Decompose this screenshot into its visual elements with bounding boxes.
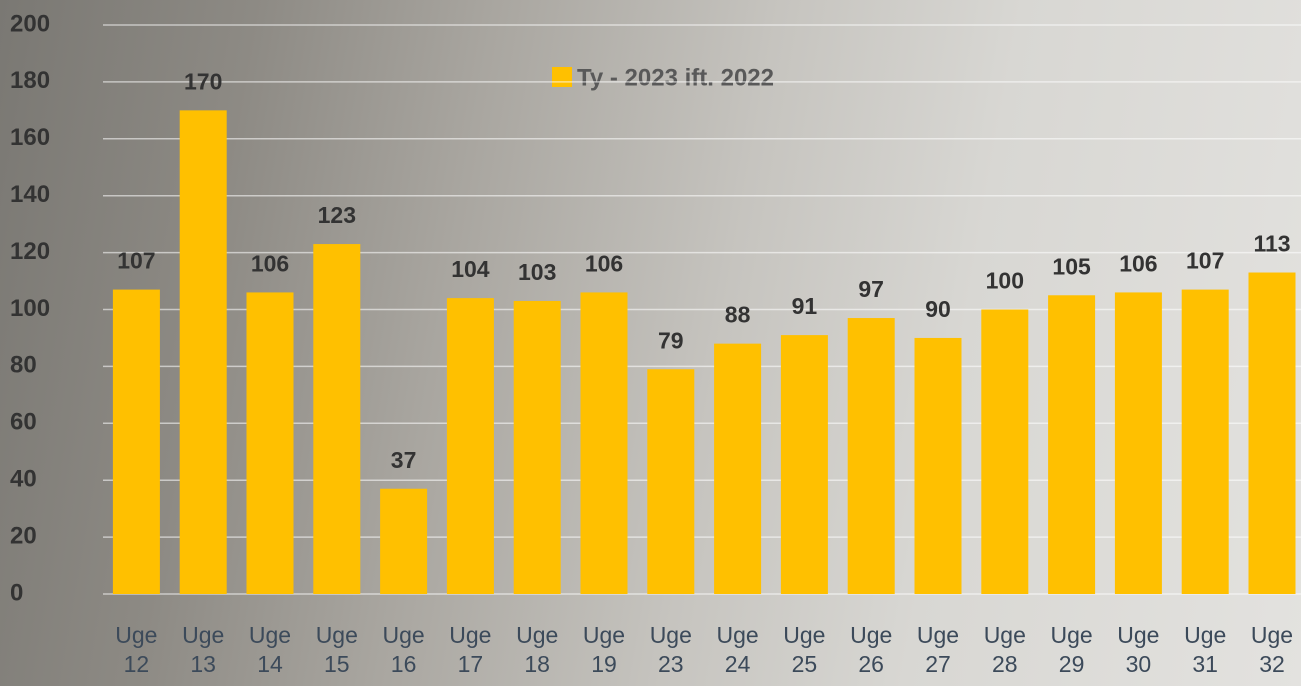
bar <box>1249 273 1296 594</box>
y-tick-label: 140 <box>10 181 50 208</box>
bar <box>915 338 962 594</box>
data-label: 123 <box>318 202 356 228</box>
x-tick-label: Uge 28 <box>980 621 1030 679</box>
bar <box>848 318 895 594</box>
bar <box>113 290 160 594</box>
y-tick-label: 20 <box>10 522 37 549</box>
bar <box>981 310 1028 595</box>
x-tick-label: Uge 24 <box>713 621 763 679</box>
x-tick-label: Uge 16 <box>379 621 429 679</box>
bar <box>714 344 761 594</box>
x-tick-label: Uge 30 <box>1113 621 1163 679</box>
bar <box>247 292 294 594</box>
data-label: 100 <box>986 268 1024 294</box>
chart-page: Ty - 2023 ift. 2022 0 20 40 60 80 100 120 140 16… <box>0 0 1301 686</box>
x-tick-label: Uge 15 <box>312 621 362 679</box>
data-label: 113 <box>1253 231 1290 257</box>
x-tick-label: Uge 31 <box>1180 621 1230 679</box>
x-tick-label: Uge 19 <box>579 621 629 679</box>
x-tick-label: Uge 13 <box>178 621 228 679</box>
y-tick-label: 0 <box>10 579 23 606</box>
y-tick-label: 60 <box>10 409 37 436</box>
bar <box>781 335 828 594</box>
data-label: 79 <box>658 327 684 353</box>
x-tick-label: Uge 27 <box>913 621 963 679</box>
y-tick-label: 120 <box>10 238 50 265</box>
x-tick-label: Uge 32 <box>1247 621 1297 679</box>
bar <box>380 489 427 594</box>
legend-label: Ty - 2023 ift. 2022 <box>577 64 774 91</box>
data-label: 170 <box>184 68 222 94</box>
data-label: 103 <box>518 259 556 285</box>
y-tick-label: 80 <box>10 352 37 379</box>
bar <box>180 110 227 594</box>
data-label: 104 <box>451 256 490 282</box>
data-label: 105 <box>1052 253 1091 279</box>
y-tick-label: 160 <box>10 124 50 151</box>
data-label: 88 <box>725 302 751 328</box>
bar <box>647 369 694 594</box>
bar <box>1048 295 1095 594</box>
x-tick-label: Uge 29 <box>1047 621 1097 679</box>
legend-swatch <box>552 67 572 87</box>
chart: Ty - 2023 ift. 2022 0 20 40 60 80 100 120 140 16… <box>0 0 1301 686</box>
y-tick-label: 200 <box>10 10 50 37</box>
y-tick-label: 180 <box>10 67 50 94</box>
y-tick-label: 100 <box>10 295 50 322</box>
data-label: 106 <box>1119 251 1157 277</box>
bar <box>581 292 628 594</box>
data-label: 106 <box>585 251 623 277</box>
bar <box>447 298 494 594</box>
bar <box>1115 292 1162 594</box>
data-label: 91 <box>792 293 818 319</box>
data-label: 37 <box>391 447 417 473</box>
data-label: 106 <box>251 251 289 277</box>
data-label: 107 <box>117 248 155 274</box>
bar <box>313 244 360 594</box>
x-tick-label: Uge 23 <box>646 621 696 679</box>
data-label: 97 <box>858 276 884 302</box>
bar <box>514 301 561 594</box>
data-label: 107 <box>1186 248 1224 274</box>
x-tick-label: Uge 14 <box>245 621 295 679</box>
x-tick-label: Uge 17 <box>445 621 495 679</box>
x-tick-label: Uge 12 <box>111 621 161 679</box>
data-label: 90 <box>925 296 951 322</box>
x-tick-label: Uge 25 <box>779 621 829 679</box>
x-tick-label: Uge 26 <box>846 621 896 679</box>
bar <box>1182 290 1229 594</box>
y-tick-label: 40 <box>10 466 37 493</box>
x-tick-label: Uge 18 <box>512 621 562 679</box>
